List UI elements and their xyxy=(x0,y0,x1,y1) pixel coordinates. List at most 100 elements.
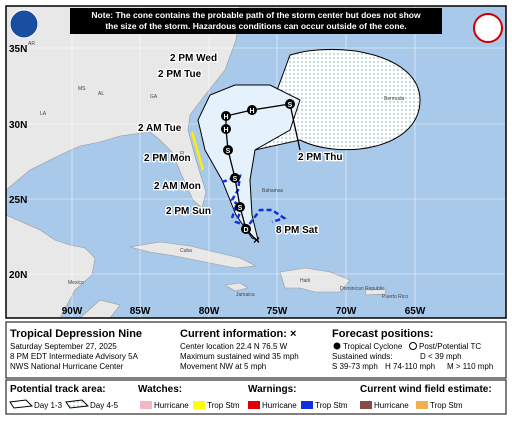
forecast-label: 2 AM Tue xyxy=(138,123,182,134)
lat-label: 20N xyxy=(9,270,27,281)
forecast-point xyxy=(221,124,231,134)
place-label: Jamaica xyxy=(236,292,255,298)
day13-swatch xyxy=(9,399,34,409)
forecast-point xyxy=(230,173,240,183)
note-box xyxy=(70,8,442,34)
lon-label: 90W xyxy=(62,306,83,317)
forecast-letter: S xyxy=(233,176,238,183)
lat-label: 35N xyxy=(9,44,27,55)
wind-d: D < 39 mph xyxy=(420,352,462,361)
cuba-land xyxy=(129,241,258,269)
forecast-label: 2 PM Mon xyxy=(144,153,191,164)
info-panel xyxy=(5,321,507,379)
track-line xyxy=(225,103,301,241)
lon-label: 75W xyxy=(267,306,288,317)
tc-label: Tropical Cyclone xyxy=(343,342,403,351)
current-line: Center location 22.4 N 76.5 W xyxy=(180,342,288,351)
place-label: MS xyxy=(78,86,86,92)
mexico-land xyxy=(6,214,96,318)
central-america-land xyxy=(79,299,121,318)
wind-m: M > 110 mph xyxy=(447,362,493,371)
place-label: GA xyxy=(150,94,158,100)
place-label: Puerto Rico xyxy=(382,294,408,300)
day45-label: Day 4-5 xyxy=(90,401,119,410)
map: × AR MS AL GA SC LA FL Bermuda Bahamas Cuba Mexico… xyxy=(6,6,506,318)
sustained-label: Sustained winds: xyxy=(332,352,392,361)
storm-title: Tropical Depression Nine xyxy=(10,328,142,340)
jamaica-land xyxy=(224,282,249,292)
hurricane-wind-swatch xyxy=(360,401,372,409)
forecast-letter: S xyxy=(226,148,231,155)
wind-hurricane-label: Hurricane xyxy=(374,401,409,410)
cone-day45 xyxy=(254,48,421,151)
lat-label: 30N xyxy=(9,120,27,131)
forecast-point xyxy=(285,99,295,109)
place-label: FL xyxy=(180,151,186,157)
wind-h: H 74-110 mph xyxy=(385,362,435,371)
info-line: NWS National Hurricane Center xyxy=(10,362,124,371)
current-line: Movement NW at 5 mph xyxy=(180,362,266,371)
tc-symbol xyxy=(333,342,341,350)
watch-hurricane-label: Hurricane xyxy=(154,401,189,410)
forecast-point xyxy=(241,224,251,234)
watch-trop-label: Trop Stm xyxy=(207,401,240,410)
forecast-letter: H xyxy=(249,108,254,115)
forecast-point xyxy=(247,105,257,115)
forecast-label: 2 AM Mon xyxy=(154,181,201,192)
warnings-title: Warnings: xyxy=(248,384,297,395)
lon-label: 85W xyxy=(130,306,151,317)
current-position: × xyxy=(253,233,260,247)
warn-trop-label: Trop Stm xyxy=(315,401,348,410)
lon-label: 70W xyxy=(336,306,357,317)
forecast-point xyxy=(223,145,233,155)
day45-swatch xyxy=(65,399,90,409)
track-area-title: Potential track area: xyxy=(10,384,106,395)
place-label: Cuba xyxy=(180,248,192,254)
forecast-label: 2 PM Sun xyxy=(166,206,211,217)
post-tc-symbol xyxy=(409,342,417,350)
place-label: SC xyxy=(185,71,192,77)
ts-warning-swatch xyxy=(301,401,313,409)
forecast-point xyxy=(221,111,231,121)
wind-s: S 39-73 mph xyxy=(332,362,378,371)
info-line: 8 PM EDT Intermediate Advisory 5A xyxy=(10,352,139,361)
map-frame xyxy=(5,5,507,319)
post-tc-label: Post/Potential TC xyxy=(419,342,481,351)
lon-label: 65W xyxy=(405,306,426,317)
forecast-label: 2 PM Tue xyxy=(158,69,202,80)
tropical-storm-watch xyxy=(190,131,205,171)
ts-wind-swatch xyxy=(416,401,428,409)
info-line: Saturday September 27, 2025 xyxy=(10,342,117,351)
wind-field-title: Current wind field estimate: xyxy=(360,384,492,395)
current-title: Current information: × xyxy=(180,328,296,340)
day13-label: Day 1-3 xyxy=(34,401,63,410)
lat-label: 25N xyxy=(9,195,27,206)
cone-day13 xyxy=(197,84,301,241)
wind-trop-label: Trop Stm xyxy=(430,401,463,410)
us-land xyxy=(6,6,241,209)
lon-label: 80W xyxy=(199,306,220,317)
forecast-letter: D xyxy=(243,227,248,234)
place-label: LA xyxy=(40,111,47,117)
forecast-label: 8 PM Sat xyxy=(276,225,318,236)
hurricane-warning-swatch xyxy=(248,401,260,409)
forecast-letter: S xyxy=(238,205,243,212)
forecast-letter: H xyxy=(223,127,228,134)
forecast-letter: S xyxy=(288,102,293,109)
nws-logo xyxy=(473,13,503,43)
hurricane-watch-swatch xyxy=(140,401,152,409)
forecast-title: Forecast positions: xyxy=(332,328,433,340)
place-label: Bermuda xyxy=(384,96,405,102)
place-label: Bahamas xyxy=(262,188,284,194)
forecast-label: 2 PM Wed xyxy=(170,53,217,64)
ts-watch-swatch xyxy=(193,401,205,409)
forecast-label: 2 PM Thu xyxy=(298,152,342,163)
note-line: the size of the storm. Hazardous conditi… xyxy=(105,21,406,31)
place-label: AR xyxy=(28,41,35,47)
forecast-point xyxy=(235,202,245,212)
warn-hurricane-label: Hurricane xyxy=(262,401,297,410)
puerto-rico-land xyxy=(364,288,387,296)
place-label: Haiti xyxy=(300,278,310,284)
current-line: Maximum sustained wind 35 mph xyxy=(180,352,299,361)
